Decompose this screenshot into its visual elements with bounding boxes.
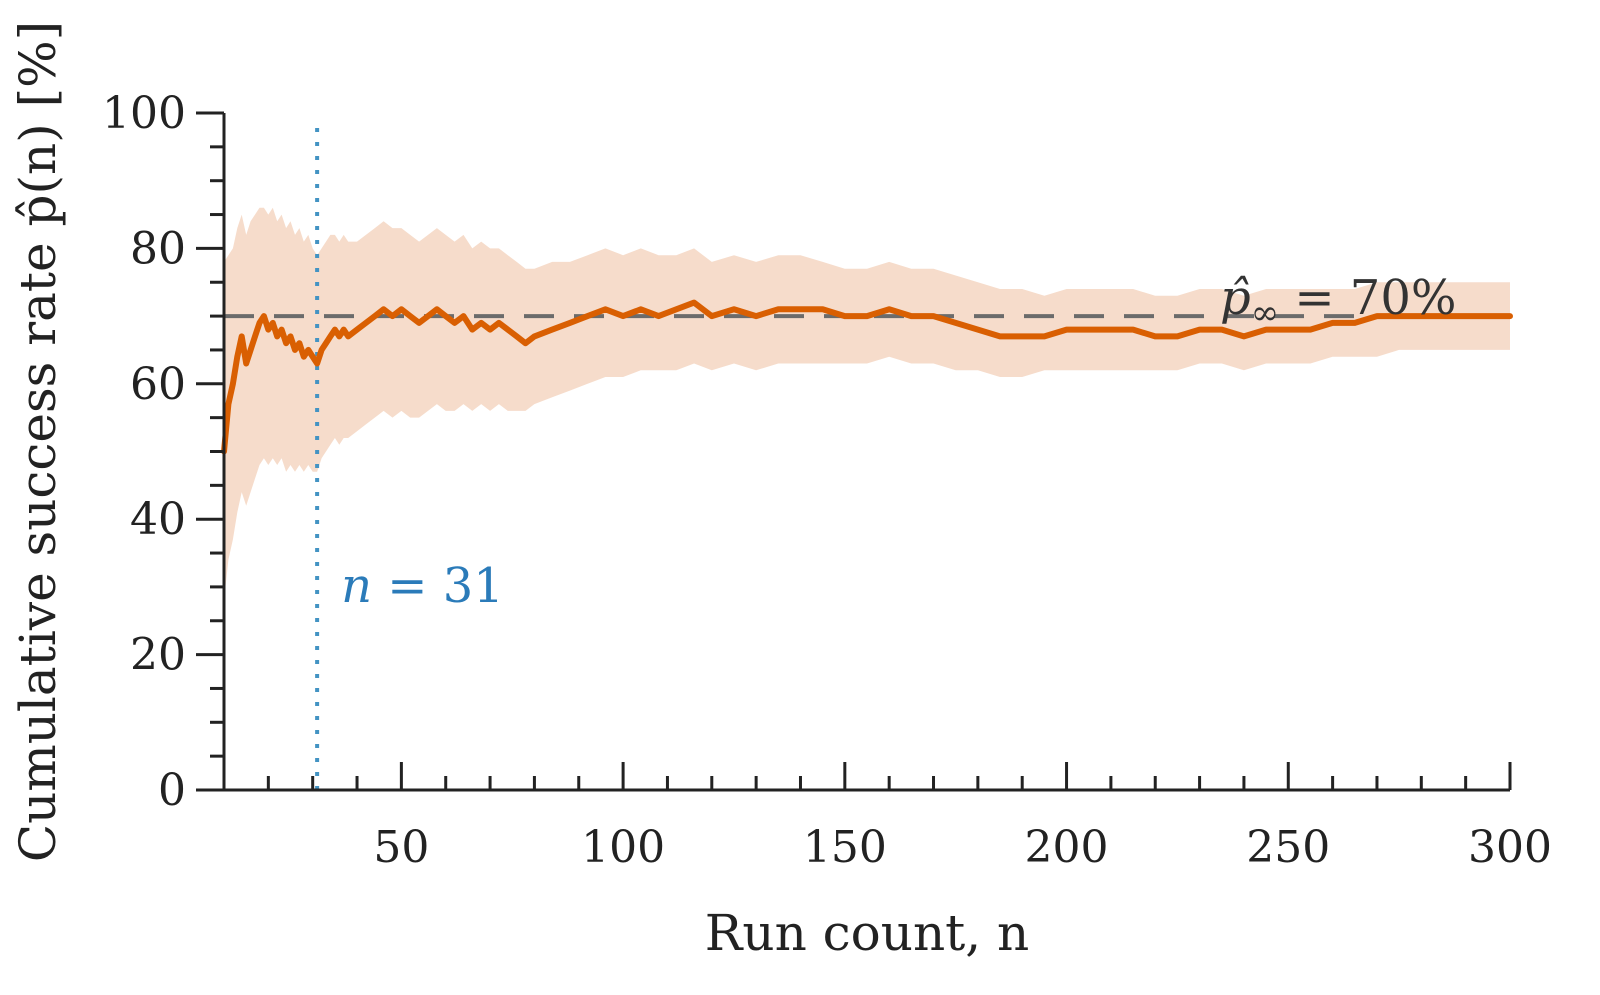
reference-label-subscript: ∞ [1251, 293, 1279, 333]
x-axis-tick-labels: 50 100 150 200 250 300 [373, 822, 1552, 873]
annotations: p̂∞ = 70% n = 31 [341, 270, 1456, 614]
confidence-band [224, 207, 1510, 601]
y-tick-label: 60 [130, 359, 186, 410]
x-tick-label: 250 [1246, 822, 1330, 873]
x-axis-ticks [222, 762, 1512, 790]
plot-area [221, 128, 1513, 790]
y-axis-ticks [196, 111, 224, 792]
y-tick-label: 80 [130, 223, 186, 274]
x-tick-label: 300 [1468, 822, 1552, 873]
y-tick-label: 20 [130, 630, 186, 681]
marker-line-label: n = 31 [341, 558, 504, 614]
y-tick-label: 40 [130, 494, 186, 545]
x-tick-label: 150 [803, 822, 887, 873]
axes: 0 20 40 60 80 100 50 100 150 200 250 300 [102, 88, 1552, 873]
x-tick-label: 50 [373, 822, 429, 873]
marker-label-var: n [341, 558, 372, 614]
x-axis-label: Run count, n [705, 904, 1030, 962]
x-tick-label: 100 [581, 822, 665, 873]
y-tick-label: 0 [158, 765, 186, 816]
reference-line-label: p̂∞ = 70% [1220, 270, 1456, 333]
y-axis-label: Cumulative success rate p̂(n) [%] [9, 21, 67, 862]
y-axis-tick-labels: 0 20 40 60 80 100 [102, 88, 186, 816]
reference-label-value: = 70% [1279, 270, 1456, 326]
series-line [221, 299, 1513, 455]
reference-label-prefix: p̂ [1220, 270, 1251, 326]
y-tick-label: 100 [102, 88, 186, 139]
marker-label-value: = 31 [372, 558, 504, 614]
x-tick-label: 200 [1025, 822, 1109, 873]
